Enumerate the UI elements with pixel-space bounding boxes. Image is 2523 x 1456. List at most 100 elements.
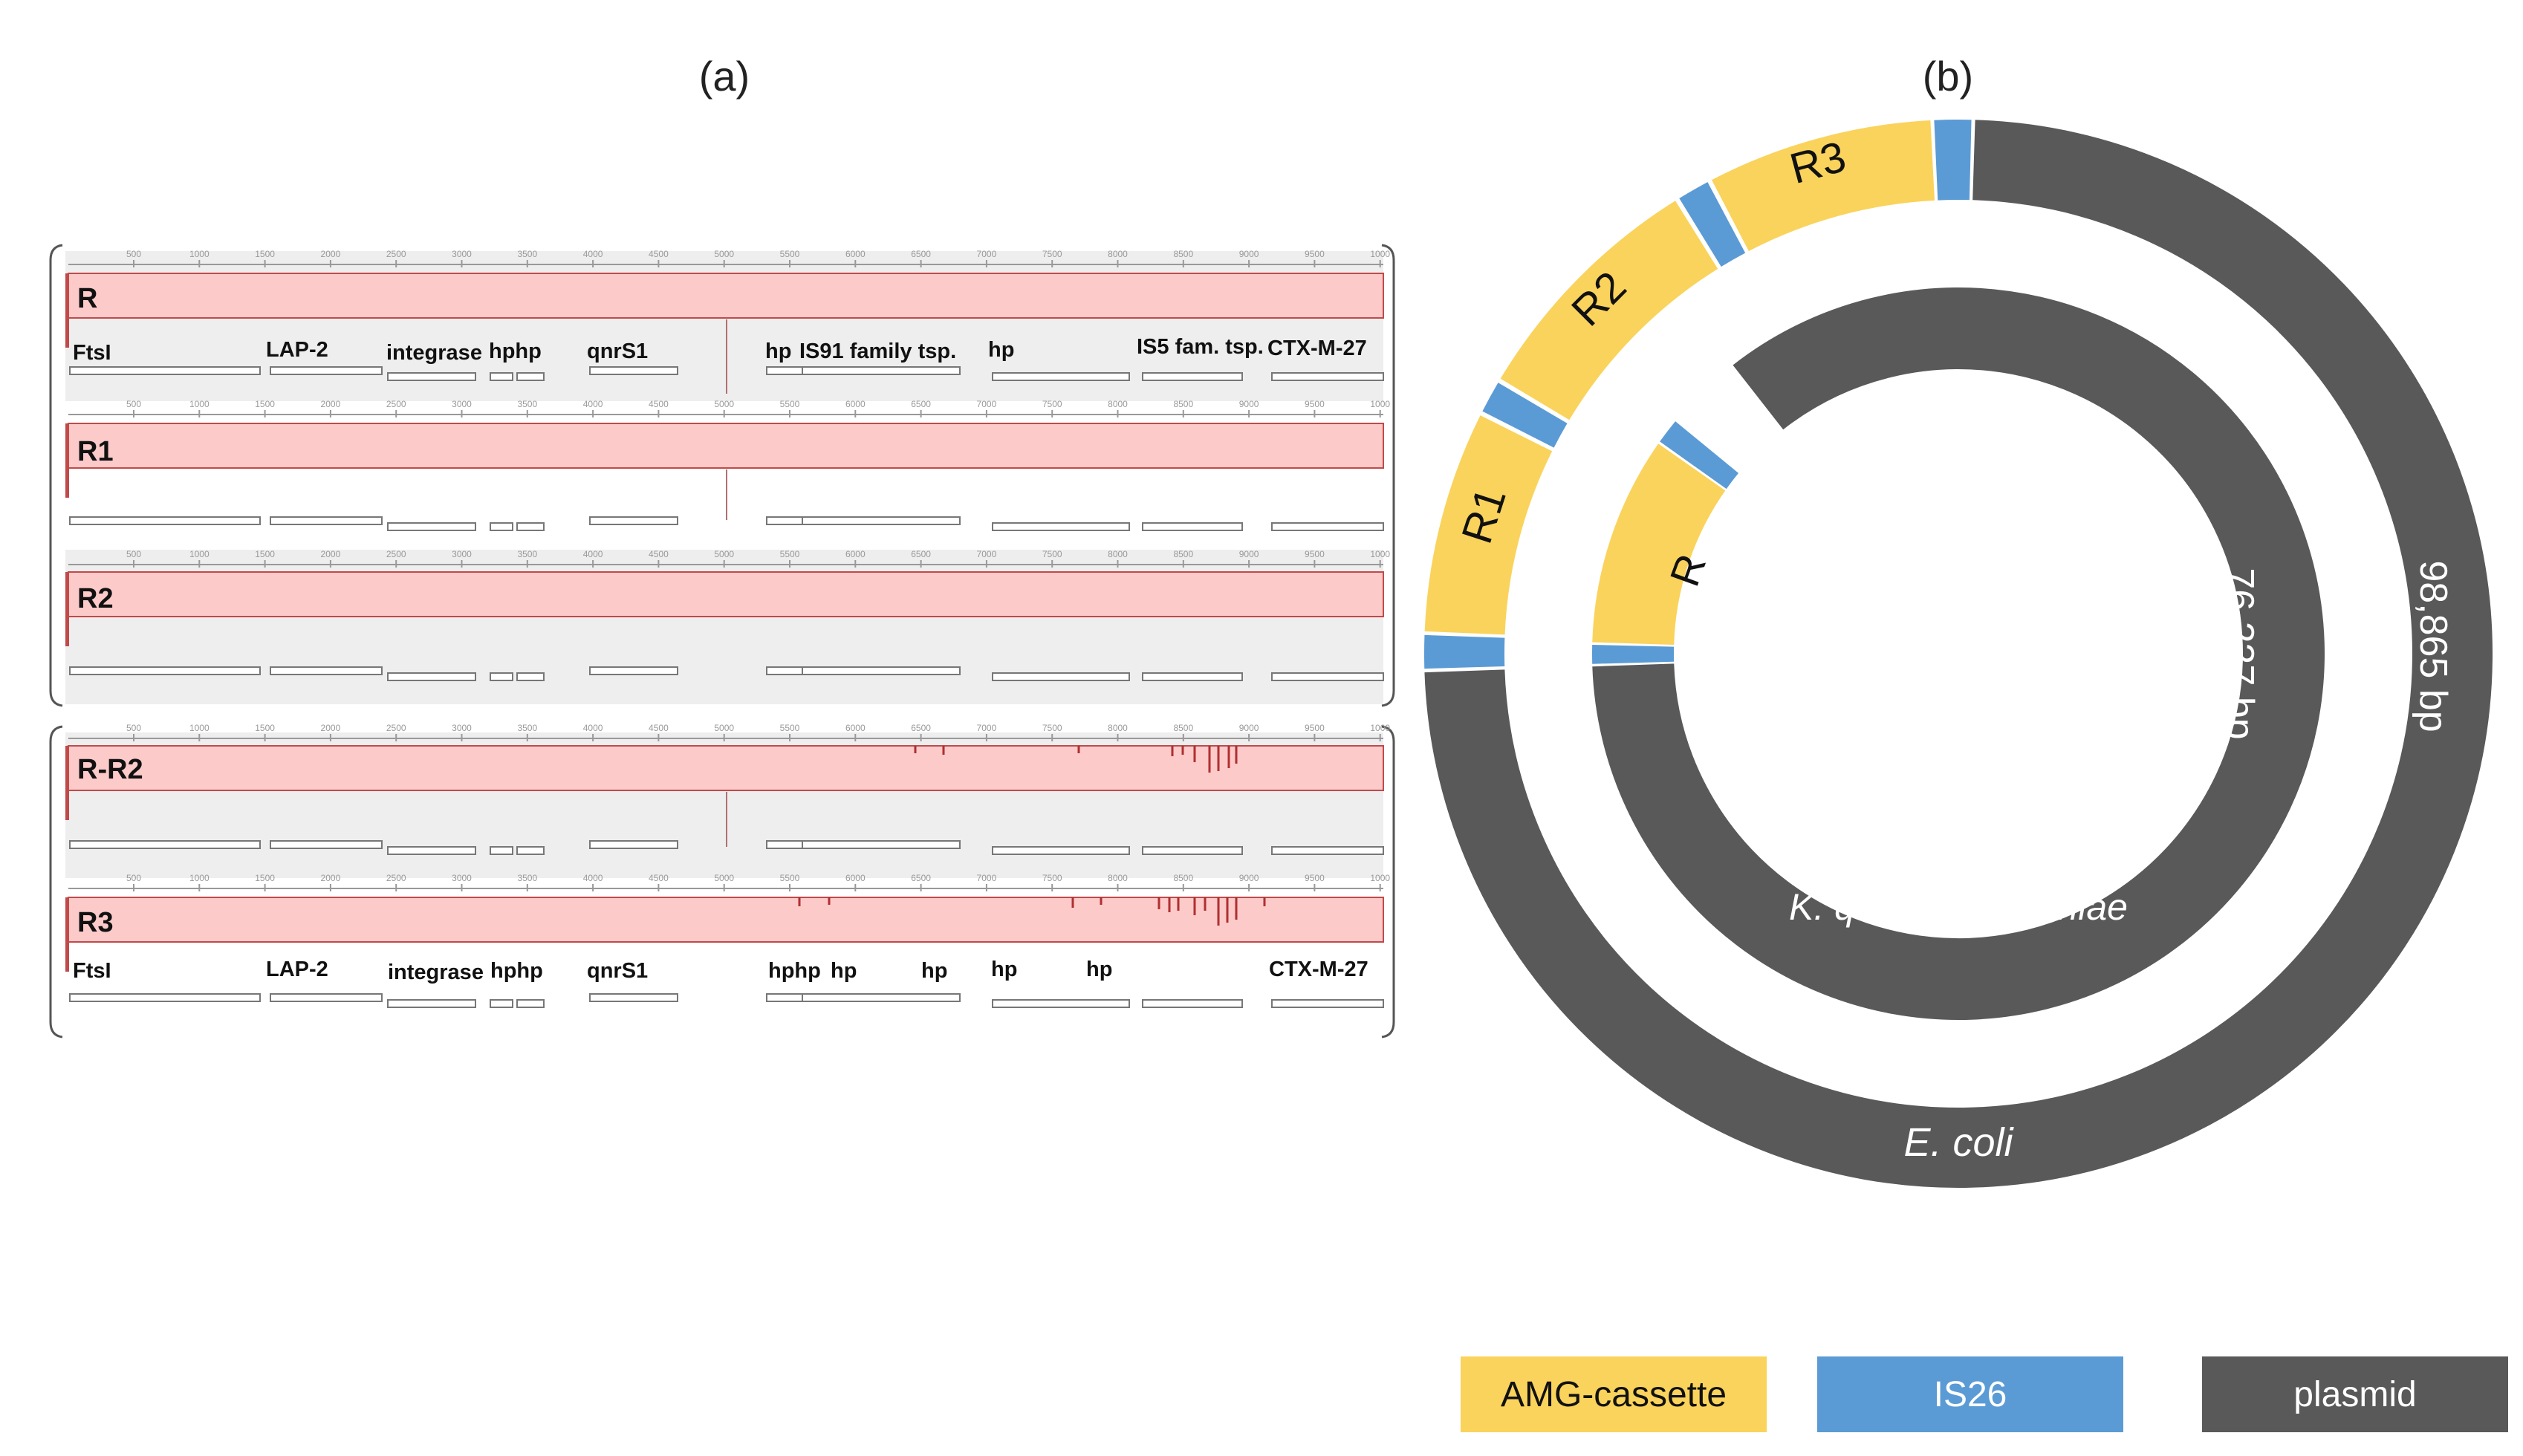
ruler-tick-label: 8000: [1108, 549, 1128, 559]
ruler-2: 500 1000 1500 2000 2500 3000 3500 4000 4500 5000 5…: [68, 549, 1390, 568]
gene-box: [589, 993, 678, 1002]
ruler-tick-label: 5000: [714, 549, 734, 559]
ruler-tick-label: 4500: [649, 399, 669, 409]
ruler-tick-label: 1000: [189, 249, 210, 259]
ruler-tick-label: 6000: [845, 549, 866, 559]
track-name-R2: R2: [77, 583, 114, 614]
gene-label-r-hp-1: hp: [765, 339, 791, 363]
gene-box: [1142, 846, 1243, 855]
gene-label-r-hphp: hphp: [489, 339, 542, 363]
ruler-tick-label: 8000: [1108, 873, 1128, 883]
gene-box: [1142, 372, 1243, 381]
gene-box: [802, 666, 961, 675]
inner-organism-label: K. quasipneumoniae: [1789, 886, 2128, 928]
ruler-3: 500 1000 1500 2000 2500 3000 3500 4000 4500 5000 5…: [68, 723, 1390, 741]
ruler-tick-label: 1500: [255, 723, 275, 733]
outer-r3-segment: [1712, 120, 1935, 252]
gene-box: [387, 372, 476, 381]
ruler-tick-label: 3500: [517, 249, 537, 259]
gene-box: [1142, 999, 1243, 1008]
ruler-tick-label: 8000: [1108, 399, 1128, 409]
ruler-tick-label: 6500: [911, 399, 931, 409]
gene-box: [589, 516, 678, 525]
group-1-frame: [49, 244, 1395, 707]
gene-box: [802, 840, 961, 849]
ruler-tick-label: 2500: [386, 549, 406, 559]
ruler-tick-label: 3500: [517, 399, 537, 409]
ruler-tick-label: 9000: [1239, 873, 1259, 883]
ruler-tick-label: 6500: [911, 723, 931, 733]
track-R2-block: [68, 571, 1384, 617]
ruler-tick-label: 500: [126, 399, 141, 409]
gene-box: [992, 846, 1130, 855]
ruler-tick-label: 500: [126, 723, 141, 733]
gene-box: [69, 366, 261, 375]
ruler-tick-label: 7000: [977, 399, 997, 409]
ruler-tick-label: 1000: [1370, 873, 1390, 883]
ruler-tick-label: 1500: [255, 249, 275, 259]
gene-box: [766, 366, 803, 375]
ruler-tick-label: 2000: [321, 249, 341, 259]
ruler-tick-label: 7500: [1042, 249, 1062, 259]
rulers: 500 1000 1500 2000 2500 3000 3500 4000 4500 5000 5…: [68, 249, 1390, 891]
ruler-tick-label: 2500: [386, 249, 406, 259]
inner-size-label: 76,237 bp: [2218, 568, 2261, 739]
gene-box: [516, 372, 545, 381]
ruler-tick-label: 9000: [1239, 249, 1259, 259]
ruler-tick-label: 3000: [452, 873, 472, 883]
gene-box: [1142, 672, 1243, 681]
ruler-tick-label: 5000: [714, 249, 734, 259]
ruler-tick-label: 7500: [1042, 399, 1062, 409]
gene-box: [1271, 522, 1384, 531]
gene-label-r-hp-2: hp: [988, 338, 1014, 362]
ruler-tick-label: 9000: [1239, 399, 1259, 409]
gene-box: [1271, 672, 1384, 681]
gene-label-r-is91: IS91 family tsp.: [799, 339, 956, 363]
inner-is26-2: [1660, 421, 1739, 490]
ruler-tick-label: 2000: [321, 723, 341, 733]
gene-boxes: [69, 366, 1384, 1008]
gene-box: [1271, 846, 1384, 855]
ruler-tick-label: 2000: [321, 549, 341, 559]
ruler-tick-label: 3000: [452, 249, 472, 259]
gene-box: [490, 372, 513, 381]
ruler-tick-label: 2500: [386, 723, 406, 733]
track-handles: [65, 273, 69, 972]
ruler-tick-label: 1000: [1370, 399, 1390, 409]
ruler-tick-label: 8500: [1173, 723, 1193, 733]
gene-box: [1271, 372, 1384, 381]
ruler-tick-label: 500: [126, 549, 141, 559]
gene-box: [387, 999, 476, 1008]
variation-spikes: [798, 746, 1266, 926]
gene-box: [270, 516, 383, 525]
gene-box: [516, 999, 545, 1008]
ruler-tick-label: 4500: [649, 873, 669, 883]
gene-box: [1271, 999, 1384, 1008]
ruler-tick-label: 1000: [1370, 249, 1390, 259]
track-name-R3: R3: [77, 907, 114, 938]
gene-label-r-qnrs1: qnrS1: [587, 339, 648, 363]
ruler-tick-label: 2000: [321, 399, 341, 409]
ruler-tick-label: 8500: [1173, 399, 1193, 409]
ruler-tick-label: 5000: [714, 873, 734, 883]
gene-box: [589, 666, 678, 675]
ruler-tick-label: 7500: [1042, 873, 1062, 883]
gene-label-r3-lap2: LAP-2: [266, 958, 328, 981]
gene-box: [992, 372, 1130, 381]
ruler-tick-label: 8000: [1108, 249, 1128, 259]
ruler-tick-label: 4000: [583, 249, 603, 259]
gene-box: [69, 840, 261, 849]
gene-box: [69, 993, 261, 1002]
gene-box: [589, 366, 678, 375]
gene-label-r3-hphp-1: hphp: [490, 959, 543, 983]
gene-box: [766, 840, 803, 849]
ruler-tick-label: 2500: [386, 873, 406, 883]
track-name-R1: R1: [77, 436, 114, 467]
gene-box: [387, 522, 476, 531]
gene-box: [387, 846, 476, 855]
gene-label-r3-ftsi: FtsI: [73, 959, 111, 983]
track-name-R-R2: R-R2: [77, 754, 143, 785]
gene-label-r3-hp-4: hp: [1086, 958, 1112, 981]
ruler-tick-label: 4000: [583, 399, 603, 409]
gene-box: [766, 666, 803, 675]
